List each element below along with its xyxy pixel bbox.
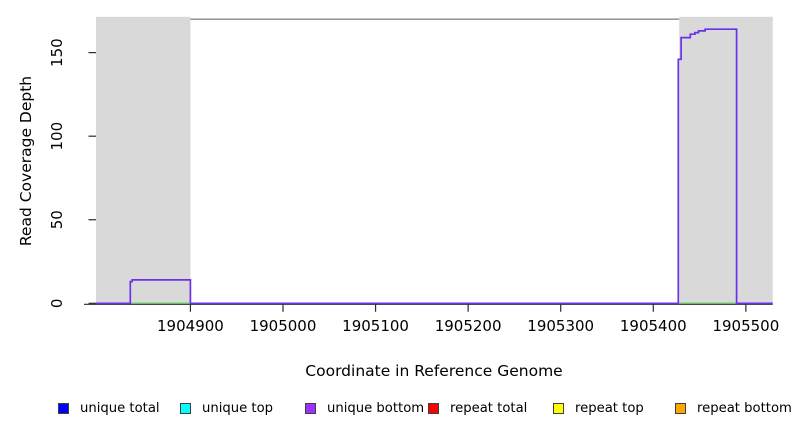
legend-label-unique-total: unique total bbox=[80, 400, 160, 416]
x-tick-label: 1904900 bbox=[157, 317, 224, 335]
plot-canvas: 1904900 1905000 1905100 1905200 1905300 19054… bbox=[17, 16, 779, 380]
x-axis-title: Coordinate in Reference Genome bbox=[305, 362, 562, 380]
legend-item-repeat-top: repeat top bbox=[553, 400, 644, 416]
legend-item-unique-total: unique total bbox=[58, 400, 160, 416]
legend-item-unique-top: unique top bbox=[180, 400, 273, 416]
x-tick-label: 1905100 bbox=[342, 317, 409, 335]
legend-swatch-repeat-total bbox=[428, 402, 439, 414]
legend-label-repeat-total: repeat total bbox=[450, 400, 528, 416]
x-tick-label: 1905200 bbox=[435, 317, 502, 335]
legend-label-unique-top: unique top bbox=[202, 400, 274, 416]
legend-swatch-repeat-top bbox=[553, 402, 564, 414]
x-tick-label: 1905500 bbox=[712, 317, 779, 335]
legend-label-unique-bottom: unique bottom bbox=[327, 400, 425, 416]
x-tick-label: 1905300 bbox=[527, 317, 594, 335]
series-unique-bottom-coverage-line bbox=[96, 28, 773, 305]
x-tick-label: 1905000 bbox=[250, 317, 317, 335]
y-axis-title: Read Coverage Depth bbox=[17, 76, 35, 246]
legend-swatch-repeat-bottom bbox=[675, 402, 686, 414]
legend-item-repeat-total: repeat total bbox=[428, 400, 527, 416]
legend-swatch-unique-total bbox=[58, 402, 69, 414]
legend-item-repeat-bottom: repeat bottom bbox=[675, 400, 792, 416]
legend-item-unique-bottom: unique bottom bbox=[305, 400, 424, 416]
x-tick-label: 1905400 bbox=[620, 317, 687, 335]
left-gray-region bbox=[96, 16, 191, 304]
y-tick-label: 150 bbox=[48, 38, 66, 67]
legend-swatch-unique-top bbox=[180, 402, 191, 414]
legend-label-repeat-bottom: repeat bottom bbox=[697, 400, 792, 416]
y-tick-label: 50 bbox=[48, 210, 66, 229]
y-tick-label: 100 bbox=[48, 122, 66, 151]
right-gray-region bbox=[679, 16, 773, 304]
legend-swatch-unique-bottom bbox=[305, 402, 316, 414]
legend-label-repeat-top: repeat top bbox=[575, 400, 644, 416]
y-tick-label: 0 bbox=[48, 299, 66, 309]
